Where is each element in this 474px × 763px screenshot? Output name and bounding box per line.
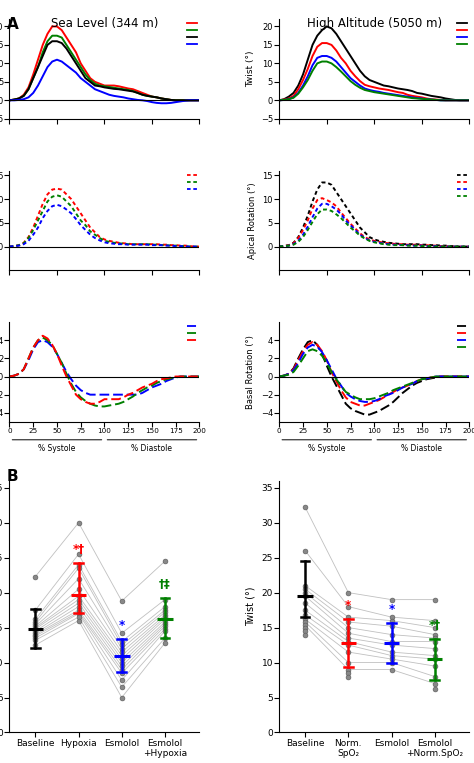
Text: % Diastole: % Diastole xyxy=(131,444,173,452)
Legend: , , , : , , , xyxy=(187,21,200,47)
Text: *: * xyxy=(388,603,395,616)
Text: High Altitude (5050 m): High Altitude (5050 m) xyxy=(307,17,442,30)
Legend: , , , : , , , xyxy=(457,21,470,47)
Text: Sea Level (344 m): Sea Level (344 m) xyxy=(51,17,158,30)
Text: †‡: †‡ xyxy=(159,578,171,591)
Text: % Systole: % Systole xyxy=(308,444,346,452)
Text: B: B xyxy=(7,469,19,485)
Legend: , , , : , , , xyxy=(457,324,470,351)
Legend: , , : , , xyxy=(187,172,200,192)
Y-axis label: Twist (°): Twist (°) xyxy=(246,50,255,87)
Text: *†: *† xyxy=(73,542,85,555)
Y-axis label: Twist (°): Twist (°) xyxy=(246,587,256,626)
Legend: , , : , , xyxy=(187,324,200,343)
Text: % Diastole: % Diastole xyxy=(401,444,442,452)
Y-axis label: Apical Rotation (°): Apical Rotation (°) xyxy=(248,182,257,259)
Text: A: A xyxy=(7,17,19,32)
Text: *: * xyxy=(345,599,352,612)
Text: % Systole: % Systole xyxy=(38,444,76,452)
Text: *†: *† xyxy=(428,620,441,633)
Y-axis label: Basal Rotation (°): Basal Rotation (°) xyxy=(246,335,255,409)
Legend: , , , : , , , xyxy=(457,172,470,199)
Text: *: * xyxy=(118,620,125,633)
